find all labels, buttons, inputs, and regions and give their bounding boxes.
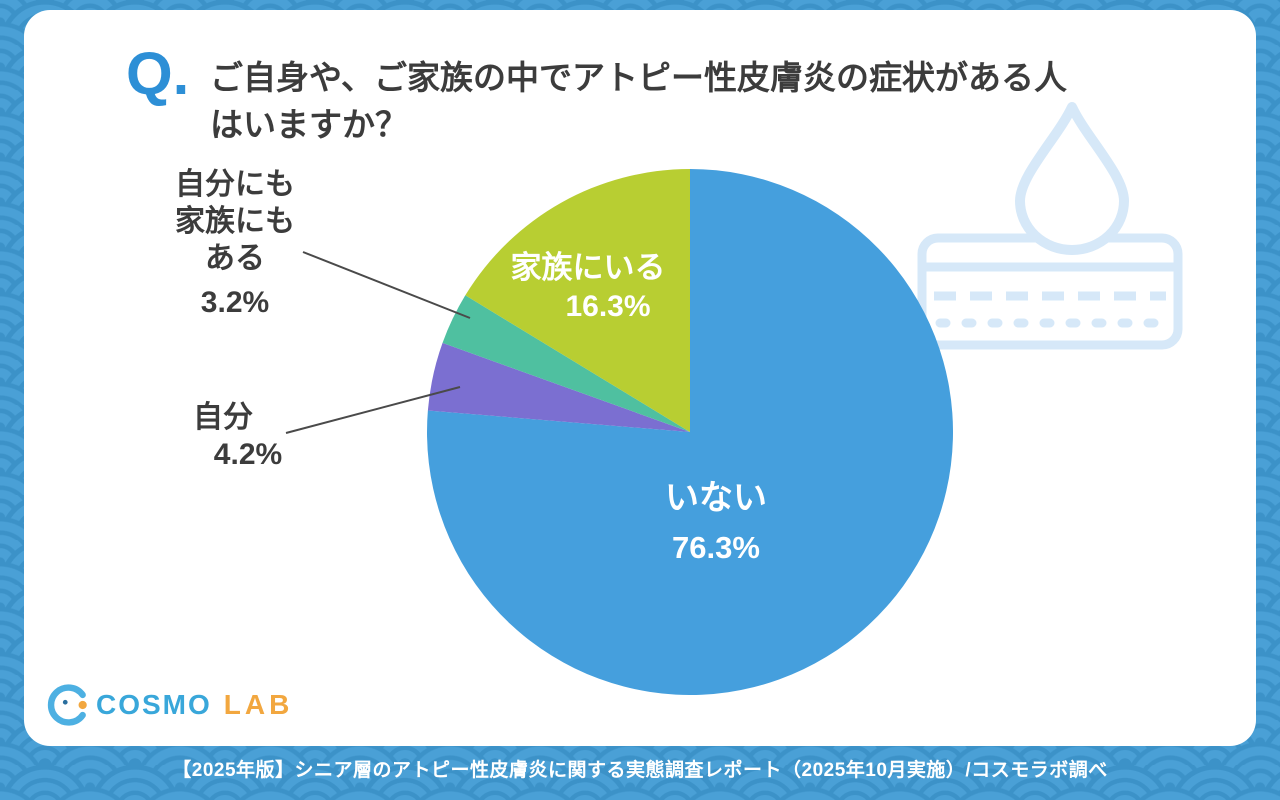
pie-slice-self-and-family <box>442 295 690 432</box>
water-drop-icon <box>1015 102 1129 255</box>
cosmo-lab-logo: COSMO LAB <box>46 683 293 727</box>
label-none: いない <box>665 479 767 517</box>
value-family: 16.3% <box>565 290 651 323</box>
label-self-and-family-line1: 自分にも <box>175 168 295 201</box>
pie-slice-family <box>465 169 690 432</box>
cosmo-lab-logo-icon <box>47 684 87 726</box>
logo-text-lab: LAB <box>223 689 294 720</box>
pie-slice-none <box>427 169 953 695</box>
value-self: 4.2% <box>213 438 283 471</box>
label-self-and-family-line3: ある <box>205 242 265 276</box>
question-title-line2: はいますか？ <box>210 105 408 143</box>
question-mark-glyph: Q. <box>126 40 190 107</box>
value-none: 76.3% <box>672 530 760 565</box>
pie-slice-self <box>427 342 690 432</box>
value-self-and-family: 3.2% <box>200 286 270 319</box>
pie-chart <box>427 169 953 695</box>
question-title-line1: ご自身や、ご家族の中でアトピー性皮膚炎の症状がある人 <box>210 59 1068 96</box>
label-self: 自分 <box>193 401 253 434</box>
footer-caption: 【2025年版】シニア層のアトピー性皮膚炎に関する実態調査レポート（2025年1… <box>172 760 1108 781</box>
label-self-and-family: 自分にも 家族にも ある <box>158 166 312 278</box>
label-family: 家族にいる <box>510 250 666 285</box>
label-self-and-family-line2: 家族にも <box>175 205 295 239</box>
logo-text-cosmo: COSMO <box>96 689 212 720</box>
skin-moisture-watermark <box>917 102 1183 350</box>
question-title: ご自身や、ご家族の中でアトピー性皮膚炎の症状がある人 はいますか？ <box>210 55 1190 149</box>
